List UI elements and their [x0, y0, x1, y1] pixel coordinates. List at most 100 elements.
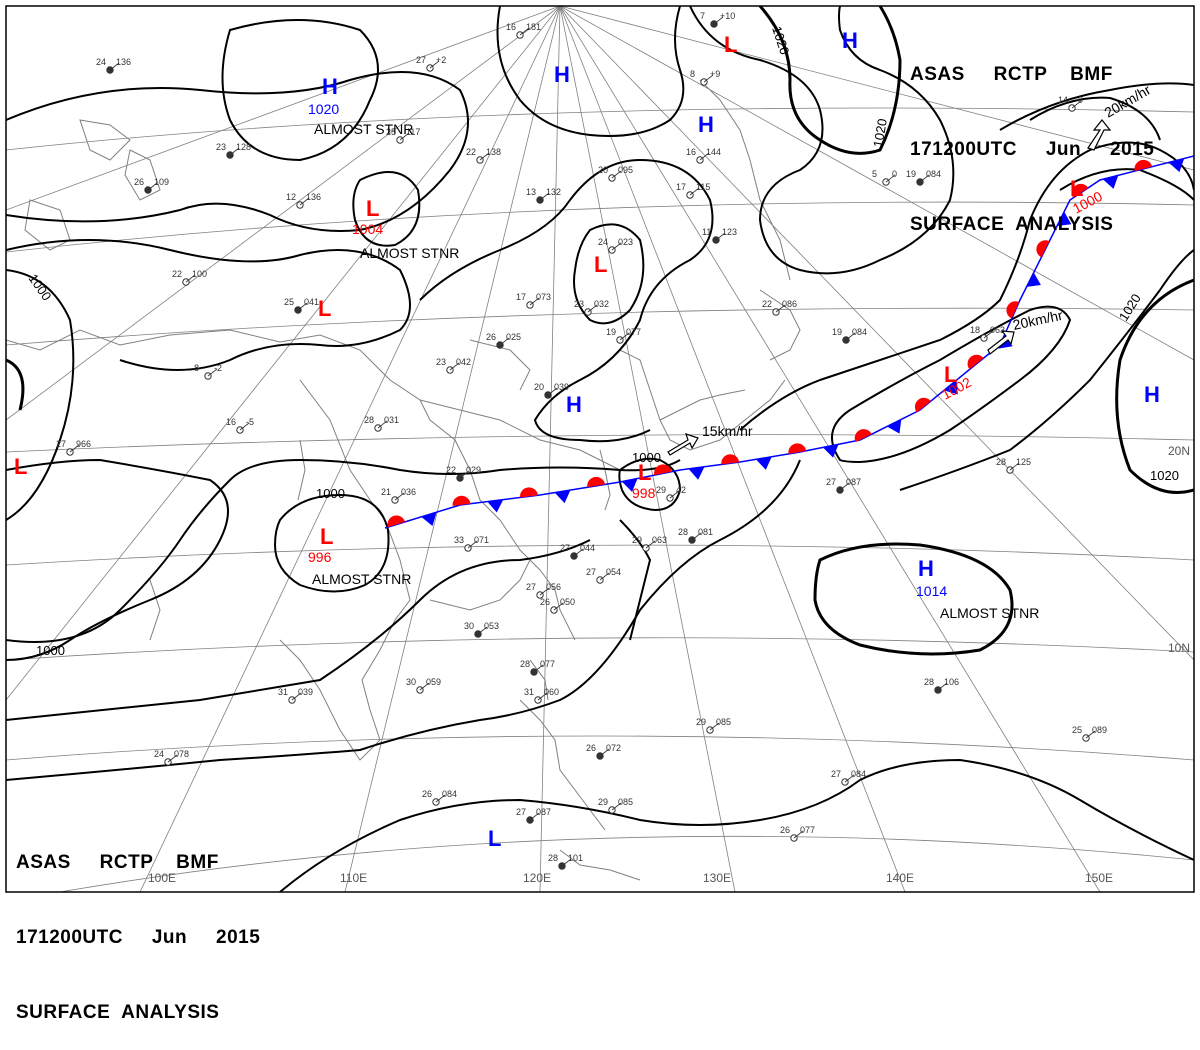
station-plot: 14 0 [1058, 95, 1083, 112]
station-temperature: 20 [534, 382, 544, 392]
station-temperature: 22 [762, 299, 772, 309]
title-line: 171200UTC Jun 2015 [910, 139, 1155, 160]
isobar [739, 141, 1194, 431]
warm-front-symbol [1071, 183, 1089, 198]
station-pressure: 101 [568, 853, 583, 863]
station-temperature: 17 [676, 182, 686, 192]
low-center: L [318, 296, 331, 321]
lon-label-130e: 130E [703, 871, 731, 885]
station-pressure: +10 [720, 11, 735, 21]
high-center: H 1020 ALMOST STNR [308, 74, 413, 137]
station-plot: 17 073 [516, 292, 551, 309]
high-center: H [1144, 382, 1160, 407]
station-plot: 18 063 [970, 325, 1005, 342]
station-plot: 8 -2 [194, 363, 222, 380]
cold-front-symbol [755, 456, 772, 470]
station-plot: 20 039 [534, 382, 569, 399]
wind-barb [539, 587, 550, 596]
lon-label-140e: 140E [886, 871, 914, 885]
wind-barb [69, 444, 80, 453]
low-center: L 1004 ALMOST STNR [352, 196, 459, 261]
station-pressure: 123 [722, 227, 737, 237]
station-temperature: 27 [831, 769, 841, 779]
wind-barb [983, 330, 994, 339]
station-temperature: 29 [696, 717, 706, 727]
svg-text:L: L [488, 826, 501, 851]
station-temperature: 26 [586, 743, 596, 753]
svg-text:H: H [322, 74, 338, 99]
wind-barb [937, 682, 948, 691]
title-line: ASAS RCTP BMF [16, 852, 219, 873]
station-plot: 26 109 [134, 177, 169, 194]
station-temperature: 27 [826, 477, 836, 487]
station-plot: 24 078 [154, 749, 189, 766]
isobar [6, 71, 469, 232]
station-plot: 26 072 [586, 743, 621, 760]
svg-text:H: H [554, 62, 570, 87]
motion-arrow: 15km/hr [667, 423, 753, 456]
station-plot: 27 +2 [416, 55, 446, 72]
wind-barb [299, 197, 310, 206]
station-temperature: 28 [520, 659, 530, 669]
station-temperature: 28 [548, 853, 558, 863]
wind-barb [703, 74, 714, 83]
station-pressure: 077 [626, 327, 641, 337]
station-temperature: 29 [598, 797, 608, 807]
isobar-label: 1020 [870, 117, 890, 148]
station-plot: 26 084 [422, 789, 457, 806]
cold-front-symbol [688, 466, 705, 480]
warm-front-symbol [914, 397, 931, 413]
wind-barb [611, 242, 622, 251]
station-plot: 27 966 [56, 439, 91, 456]
station-temperature: 16 [506, 22, 516, 32]
station-temperature: 26 [486, 332, 496, 342]
wind-barb [709, 722, 720, 731]
svg-text:L: L [944, 362, 957, 387]
station-temperature: 19 [606, 327, 616, 337]
high-center: H 1014 ALMOST STNR [916, 556, 1039, 621]
svg-text:15km/hr: 15km/hr [702, 423, 753, 439]
station-temperature: 31 [524, 687, 534, 697]
wind-barb [147, 182, 158, 191]
wind-barb [435, 794, 446, 803]
warm-front-symbol [520, 487, 538, 498]
isobar-label: 1020 [1150, 468, 1179, 483]
station-pressure: 136 [306, 192, 321, 202]
svg-text:L: L [594, 252, 607, 277]
station-plot: 20 095 [598, 165, 633, 182]
station-pressure: 081 [698, 527, 713, 537]
station-pressure: 078 [174, 749, 189, 759]
station-plot: 26 077 [780, 825, 815, 842]
isobar [618, 457, 682, 512]
station-pressure: 084 [926, 169, 941, 179]
station-plot: 30 059 [406, 677, 441, 694]
station-plot: 27 087 [516, 807, 551, 824]
title-line: ASAS RCTP BMF [910, 64, 1113, 85]
low-center: L [594, 252, 607, 277]
isobar [573, 223, 645, 325]
station-temperature: 23 [216, 142, 226, 152]
station-temperature: 24 [598, 237, 608, 247]
station-plot: 8 +9 [690, 69, 720, 86]
wind-barb [394, 492, 405, 501]
wind-barb [715, 232, 726, 241]
station-pressure: 084 [442, 789, 457, 799]
warm-front-symbol [1036, 240, 1050, 258]
station-pressure: 117 [406, 127, 420, 137]
high-center: H [554, 62, 570, 87]
wind-barb [529, 297, 540, 306]
station-temperature: 19 [832, 327, 842, 337]
station-plot: 19 077 [606, 327, 641, 344]
station-temperature: 24 [154, 749, 164, 759]
station-plot: 21 036 [381, 487, 416, 504]
low-center: L 998 [632, 460, 656, 501]
wind-barb [619, 332, 630, 341]
station-pressure: 087 [846, 477, 861, 487]
isobar [6, 539, 591, 721]
station-temperature: 26 [780, 825, 790, 835]
wind-barb [449, 362, 460, 371]
fronts [384, 155, 1194, 529]
lon-label-120e: 120E [523, 871, 551, 885]
isobar [758, 6, 902, 155]
isobar [831, 305, 1072, 464]
